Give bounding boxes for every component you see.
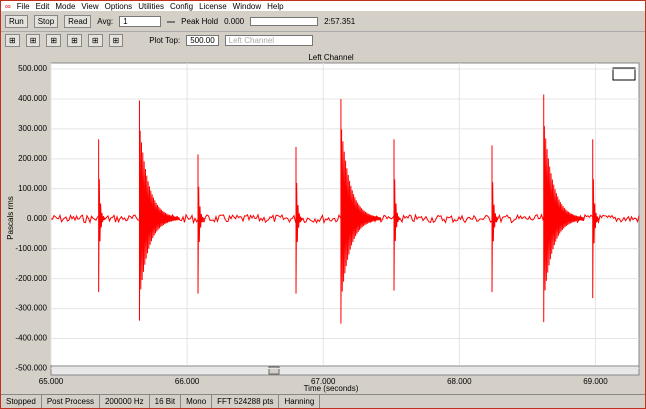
y-axis-label: Pascals rms	[6, 196, 15, 240]
y-tick-label: -200.000	[15, 274, 47, 283]
app-icon: ∞	[5, 1, 11, 11]
channel-select[interactable]: Left Channel	[224, 35, 313, 46]
status-bar: Stopped Post Process 200000 Hz 16 Bit Mono FF…	[1, 394, 645, 408]
status-field: Post Process	[42, 395, 100, 408]
stop-button[interactable]: Stop	[33, 15, 59, 28]
tool-button[interactable]: ⊞	[108, 34, 124, 47]
spike	[491, 145, 499, 293]
spike	[295, 146, 303, 294]
plot-panel: Left Channel Pascals rms Time (seconds) …	[6, 53, 640, 393]
scrollbar[interactable]	[50, 365, 640, 376]
spike	[592, 139, 600, 299]
tool-button[interactable]: ⊞	[87, 34, 103, 47]
y-tick-label: 100.000	[18, 184, 47, 193]
x-tick-label: 68.000	[447, 377, 472, 386]
peak-hold-checkbox[interactable]	[167, 20, 176, 23]
status-field: Mono	[181, 395, 213, 408]
peak-hold-label: Peak Hold	[181, 17, 219, 26]
plot-top-input[interactable]: 500.00	[186, 35, 219, 46]
plot-top-label: Plot Top:	[149, 36, 181, 45]
status-field: Hanning	[279, 395, 321, 408]
avg-label: Avg:	[97, 17, 114, 26]
spike	[138, 100, 180, 321]
spike	[340, 98, 382, 324]
menu-item[interactable]: Options	[104, 1, 133, 11]
plot-icon[interactable]	[612, 67, 636, 81]
menu-item[interactable]: Config	[169, 1, 194, 11]
y-tick-label: 200.000	[18, 154, 47, 163]
duration-value: 2:57.351	[324, 17, 356, 26]
y-tick-label: -100.000	[15, 244, 47, 253]
x-tick-label: 69.000	[583, 377, 608, 386]
tool-button[interactable]: ⊞	[25, 34, 41, 47]
menu-item[interactable]: File	[16, 1, 30, 11]
spike	[98, 139, 106, 293]
status-field: 200000 Hz	[100, 395, 150, 408]
scroll-thumb[interactable]	[268, 366, 280, 375]
spike	[197, 154, 205, 294]
tool-button[interactable]: ⊞	[67, 34, 82, 47]
menu-item[interactable]: Utilities	[138, 1, 164, 11]
spike	[393, 139, 401, 291]
menu-item[interactable]: Help	[267, 1, 284, 11]
y-tick-label: 500.000	[18, 64, 47, 73]
y-tick-label: 400.000	[18, 94, 47, 103]
position-value: 0.000	[224, 17, 245, 26]
x-axis-label: Time (seconds)	[304, 384, 359, 393]
avg-select[interactable]: 1	[119, 16, 162, 27]
menu-bar: ∞ File Edit Mode View Options Utilities Config L…	[1, 1, 645, 11]
y-tick-label: -300.000	[15, 304, 47, 313]
menu-item[interactable]: Window	[232, 1, 262, 11]
position-slider[interactable]	[250, 17, 319, 26]
read-button[interactable]: Read	[64, 15, 92, 28]
toolbar: Run Stop Read Avg: 1 Peak Hold 0.000 2:5…	[1, 12, 645, 32]
tool-button[interactable]: ⊞	[5, 34, 20, 47]
toolbar-2: ⊞ ⊞ ⊞ ⊞ ⊞ ⊞ Plot Top: 500.00 Left Channel	[1, 32, 645, 49]
y-tick-label: -400.000	[15, 334, 47, 343]
tool-button[interactable]: ⊞	[46, 34, 62, 47]
y-tick-label: 300.000	[18, 124, 47, 133]
run-button[interactable]: Run	[5, 15, 28, 28]
x-tick-label: 66.000	[175, 377, 200, 386]
y-tick-label: 0.000	[27, 214, 48, 223]
menu-item[interactable]: Mode	[55, 1, 76, 11]
menu-item[interactable]: Edit	[35, 1, 50, 11]
status-field: Stopped	[1, 395, 42, 408]
status-field: FFT 524288 pts	[212, 395, 280, 408]
y-tick-label: -500.000	[15, 364, 47, 373]
status-field: 16 Bit	[150, 395, 182, 408]
chart-title: Left Channel	[308, 53, 354, 62]
menu-item[interactable]: License	[199, 1, 227, 11]
x-tick-label: 65.000	[39, 377, 64, 386]
spike	[543, 94, 585, 323]
menu-item[interactable]: View	[81, 1, 99, 11]
x-tick-label: 67.000	[311, 377, 336, 386]
